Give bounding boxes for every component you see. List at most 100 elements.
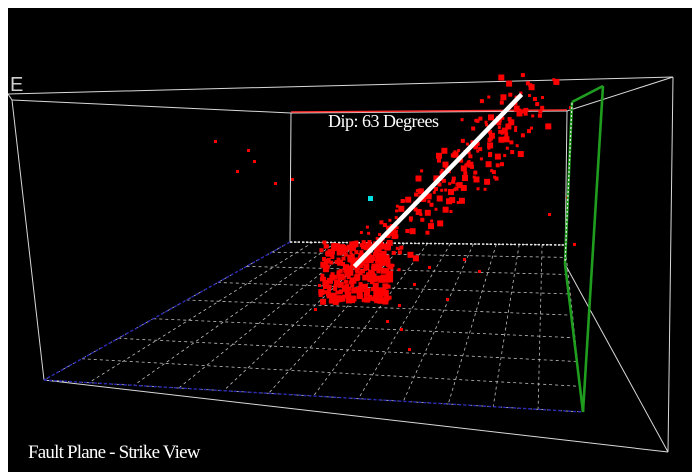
event-marker (354, 240, 359, 245)
event-marker (377, 297, 384, 304)
event-marker (457, 149, 461, 153)
event-marker (329, 296, 336, 303)
event-marker (520, 109, 525, 114)
event-marker (441, 147, 448, 154)
event-marker (368, 269, 373, 274)
event-marker (336, 272, 341, 277)
event-marker (487, 137, 492, 142)
event-marker (473, 145, 478, 150)
event-marker (465, 142, 469, 146)
grid-line (118, 337, 578, 362)
event-marker (442, 161, 449, 168)
event-marker (375, 248, 379, 252)
event-marker (415, 209, 422, 215)
event-marker (367, 231, 371, 235)
grid-line (81, 358, 581, 387)
strike-edge (563, 263, 585, 413)
event-marker (382, 288, 387, 292)
event-marker (376, 267, 381, 272)
event-marker (337, 273, 344, 280)
event-marker (341, 285, 348, 292)
event-marker (407, 251, 414, 258)
event-marker (345, 284, 350, 288)
event-marker (361, 298, 366, 303)
event-marker (363, 244, 370, 251)
event-marker (326, 289, 331, 294)
event-marker (433, 187, 438, 191)
event-marker (380, 267, 387, 274)
event-marker (387, 276, 394, 283)
event-marker (355, 277, 360, 282)
event-marker (359, 243, 364, 248)
event-marker (545, 123, 552, 130)
event-marker (540, 105, 545, 110)
event-marker (358, 271, 363, 276)
event-marker (484, 178, 491, 185)
event-marker (348, 280, 353, 285)
event-marker (380, 257, 384, 262)
event-marker (446, 198, 452, 205)
event-marker (436, 195, 443, 202)
event-marker (523, 111, 528, 116)
event-marker (441, 178, 446, 183)
event-marker (476, 149, 480, 153)
event-marker (415, 175, 422, 182)
event-marker (320, 273, 325, 278)
floor-edge-back (289, 241, 566, 246)
event-marker (465, 162, 470, 167)
event-marker (383, 254, 390, 261)
event-marker (346, 244, 353, 251)
event-marker (488, 132, 495, 139)
event-marker (449, 197, 456, 204)
3d-viewport[interactable]: E Dip: 63 Degrees Fault Plane - Strike V… (8, 8, 692, 472)
event-marker (462, 175, 468, 181)
event-marker (347, 269, 354, 276)
event-marker (488, 114, 494, 121)
event-marker (483, 187, 487, 191)
event-marker (373, 283, 378, 288)
event-marker (415, 189, 419, 193)
event-marker (437, 182, 442, 187)
event-marker (332, 295, 337, 300)
event-marker (414, 192, 419, 197)
event-marker (525, 81, 530, 86)
event-marker (322, 266, 329, 273)
event-marker (375, 236, 379, 240)
event-marker (363, 263, 370, 270)
event-marker (379, 241, 384, 246)
event-marker (366, 274, 371, 279)
event-marker (373, 287, 380, 294)
event-marker (365, 289, 370, 294)
event-marker (498, 136, 505, 143)
event-marker (338, 290, 343, 295)
event-marker (334, 260, 339, 265)
event-marker (320, 261, 327, 268)
event-marker (368, 295, 372, 299)
event-marker (456, 201, 460, 204)
event-marker (356, 293, 363, 300)
event-marker (391, 264, 395, 267)
event-marker (372, 267, 377, 272)
fault-plane-scene[interactable] (8, 8, 692, 472)
event-marker (329, 293, 336, 300)
event-marker (369, 280, 374, 285)
event-marker (494, 153, 501, 160)
event-marker (325, 259, 330, 264)
event-marker (318, 289, 325, 296)
event-marker (395, 204, 399, 208)
event-marker (354, 250, 359, 255)
event-marker (436, 152, 442, 159)
event-marker (538, 109, 543, 114)
box-edge (11, 99, 45, 381)
event-marker (413, 283, 416, 286)
event-marker (385, 273, 390, 278)
event-marker (476, 187, 480, 191)
event-marker (573, 243, 576, 246)
event-marker (398, 205, 405, 212)
event-marker (372, 295, 379, 302)
event-marker (325, 265, 330, 270)
grid-line (133, 242, 337, 386)
event-marker (253, 160, 256, 163)
event-marker (500, 94, 507, 101)
event-marker (467, 160, 471, 163)
